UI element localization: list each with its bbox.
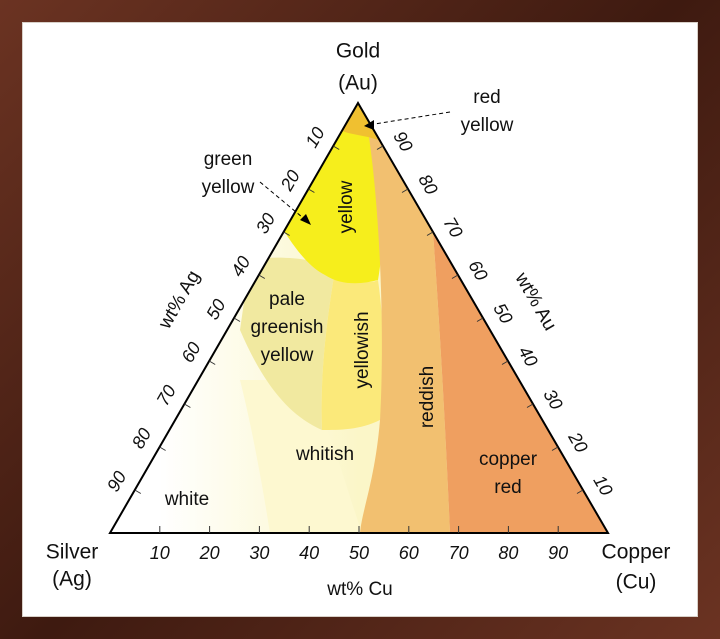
tick-label: 20 xyxy=(276,167,304,195)
yellowish-region xyxy=(321,270,384,430)
tick-label: 60 xyxy=(464,257,491,284)
region-label: whitish xyxy=(295,444,354,465)
axis-title: wt% Cu xyxy=(326,579,392,600)
tick-label: 30 xyxy=(252,210,279,237)
region-label: white xyxy=(164,489,209,510)
region-label: yellow xyxy=(202,177,255,198)
region-label: red xyxy=(494,477,521,498)
tick-mark xyxy=(401,188,409,193)
tick-mark xyxy=(233,317,241,322)
vertex-name: Copper xyxy=(602,541,671,564)
tick-label: 50 xyxy=(489,300,516,327)
tick-mark xyxy=(551,446,559,451)
region-label: greenish xyxy=(251,317,324,338)
tick-label: 80 xyxy=(128,425,155,452)
tick-label: 40 xyxy=(514,343,541,370)
tick-label: 20 xyxy=(199,543,220,563)
tick-label: 40 xyxy=(227,253,254,280)
region-label: red xyxy=(473,87,500,108)
tick-label: 60 xyxy=(177,339,204,366)
region-label: copper xyxy=(479,449,538,470)
vertex-symbol: (Ag) xyxy=(52,568,92,591)
red-yellow-region xyxy=(340,103,378,140)
tick-label: 10 xyxy=(301,124,328,151)
tick-label: 90 xyxy=(548,543,568,563)
axis-title: wt% Au xyxy=(510,268,560,334)
arrowhead xyxy=(300,214,311,225)
tick-mark xyxy=(451,274,459,279)
whitish-region xyxy=(240,380,362,533)
region-label: yellow xyxy=(336,180,357,233)
region-label: yellow xyxy=(461,115,514,136)
pale-greenish-region xyxy=(240,257,335,430)
vertex-name: Silver xyxy=(46,541,99,564)
tick-mark xyxy=(526,403,534,408)
tick-mark xyxy=(426,231,434,236)
tick-label: 30 xyxy=(249,543,269,563)
region-label: yellow xyxy=(261,345,314,366)
yellow-region xyxy=(280,110,383,284)
region-label: pale xyxy=(269,289,305,310)
tick-mark xyxy=(332,145,340,150)
tick-label: 80 xyxy=(414,171,441,198)
tick-mark xyxy=(308,188,315,193)
region-label: yellowish xyxy=(352,311,373,388)
vertex-symbol: (Au) xyxy=(338,72,378,95)
tick-mark xyxy=(576,489,584,494)
tick-label: 40 xyxy=(299,543,319,563)
tick-label: 50 xyxy=(202,296,229,323)
arrow-green-yellow xyxy=(259,181,309,223)
tick-mark xyxy=(208,360,216,365)
arrow-red-yellow xyxy=(367,111,451,126)
arrowhead xyxy=(364,120,374,130)
tick-mark xyxy=(258,274,266,279)
tick-label: 30 xyxy=(539,386,566,413)
axis-title: wt% Ag xyxy=(154,267,204,333)
tick-label: 90 xyxy=(389,128,416,155)
tick-mark xyxy=(501,360,509,365)
tick-label: 60 xyxy=(399,543,419,563)
tick-mark xyxy=(283,231,290,236)
tick-mark xyxy=(134,489,142,494)
tick-mark xyxy=(159,446,166,451)
tick-label: 50 xyxy=(349,543,369,563)
tick-label: 70 xyxy=(153,382,180,409)
tick-label: 10 xyxy=(150,543,170,563)
vertex-name: Gold xyxy=(336,40,380,63)
region-label: reddish xyxy=(417,366,438,428)
tick-mark xyxy=(376,145,384,150)
region-label: green xyxy=(204,149,253,170)
tick-mark xyxy=(184,403,191,408)
tick-mark xyxy=(476,317,484,322)
tick-label: 80 xyxy=(498,543,518,563)
tick-label: 70 xyxy=(449,543,469,563)
tick-label: 70 xyxy=(439,214,466,241)
vertex-symbol: (Cu) xyxy=(616,571,657,594)
tick-label: 10 xyxy=(589,472,616,499)
tick-label: 90 xyxy=(103,468,130,495)
reddish-region xyxy=(360,118,450,533)
tick-label: 20 xyxy=(564,428,592,456)
